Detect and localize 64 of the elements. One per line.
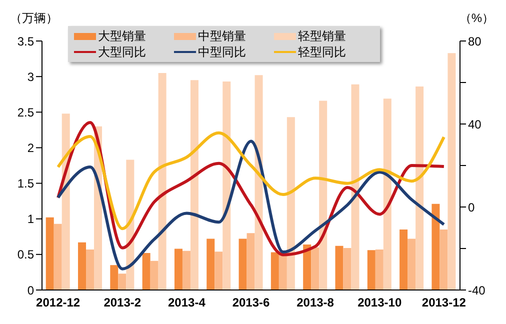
y2-tick-label: 0: [468, 200, 475, 214]
bar: [416, 86, 424, 290]
line-series: [56, 140, 446, 270]
y2-tick-label: -40: [468, 283, 486, 298]
y-axis-title: （万辆）: [10, 10, 58, 27]
bar: [158, 73, 166, 290]
x-tick-label: 2013-2: [104, 296, 142, 310]
bar: [86, 249, 94, 290]
y2-tick-label: 80: [468, 34, 482, 48]
x-tick-label: 2013-10: [358, 296, 402, 310]
legend-label: 中型同比: [197, 44, 247, 60]
bar: [286, 117, 295, 290]
bar: [408, 238, 416, 290]
bar: [303, 244, 312, 290]
x-tick-label: 2013-6: [232, 296, 270, 310]
bar: [174, 248, 182, 290]
bar: [432, 204, 440, 290]
bar: [214, 252, 223, 290]
bar: [335, 246, 344, 290]
bar: [78, 242, 86, 290]
bar: [238, 238, 247, 290]
y-tick-label: 3.5: [17, 34, 34, 48]
bar: [46, 217, 54, 290]
bar: [182, 250, 190, 290]
legend-label: 轻型同比: [297, 44, 347, 60]
x-tick-label: 2013-12: [422, 296, 466, 310]
x-tick-label: 2012-12: [36, 296, 80, 310]
y-tick-label: 3: [27, 70, 34, 84]
y2-tick-label: 40: [468, 117, 482, 132]
bar: [375, 249, 384, 290]
bar: [351, 84, 360, 290]
bar: [118, 274, 126, 290]
bar: [400, 230, 408, 290]
bar: [367, 250, 376, 290]
bar: [278, 253, 287, 290]
y-tick-label: 2.5: [17, 105, 34, 120]
legend-label: 中型销量: [197, 28, 247, 44]
bar: [150, 260, 158, 290]
bar: [383, 98, 392, 290]
y-tick-label: 1.5: [17, 176, 34, 191]
bar: [54, 224, 62, 290]
bar: [206, 238, 215, 290]
legend-label: 大型销量: [97, 28, 147, 44]
bar: [270, 252, 279, 290]
bar: [142, 253, 150, 290]
y-tick-label: 0.5: [17, 248, 34, 262]
bar: [448, 53, 456, 290]
y-tick-label: 2: [27, 140, 34, 155]
legend-label: 大型同比: [97, 44, 147, 60]
bar: [311, 247, 320, 290]
legend-label: 轻型销量: [297, 28, 347, 44]
line-series: [56, 131, 446, 230]
bar: [190, 80, 198, 290]
bar: [343, 248, 352, 290]
y2-axis-title: （%）: [459, 10, 494, 27]
bar: [319, 100, 328, 290]
x-tick-label: 2013-4: [168, 296, 206, 310]
bar: [222, 82, 231, 290]
y-tick-label: 1: [27, 212, 34, 226]
y-tick-label: 0: [27, 283, 34, 298]
x-tick-label: 2013-8: [296, 296, 334, 310]
bar: [110, 265, 118, 290]
bar: [440, 230, 448, 290]
bar: [246, 233, 255, 290]
